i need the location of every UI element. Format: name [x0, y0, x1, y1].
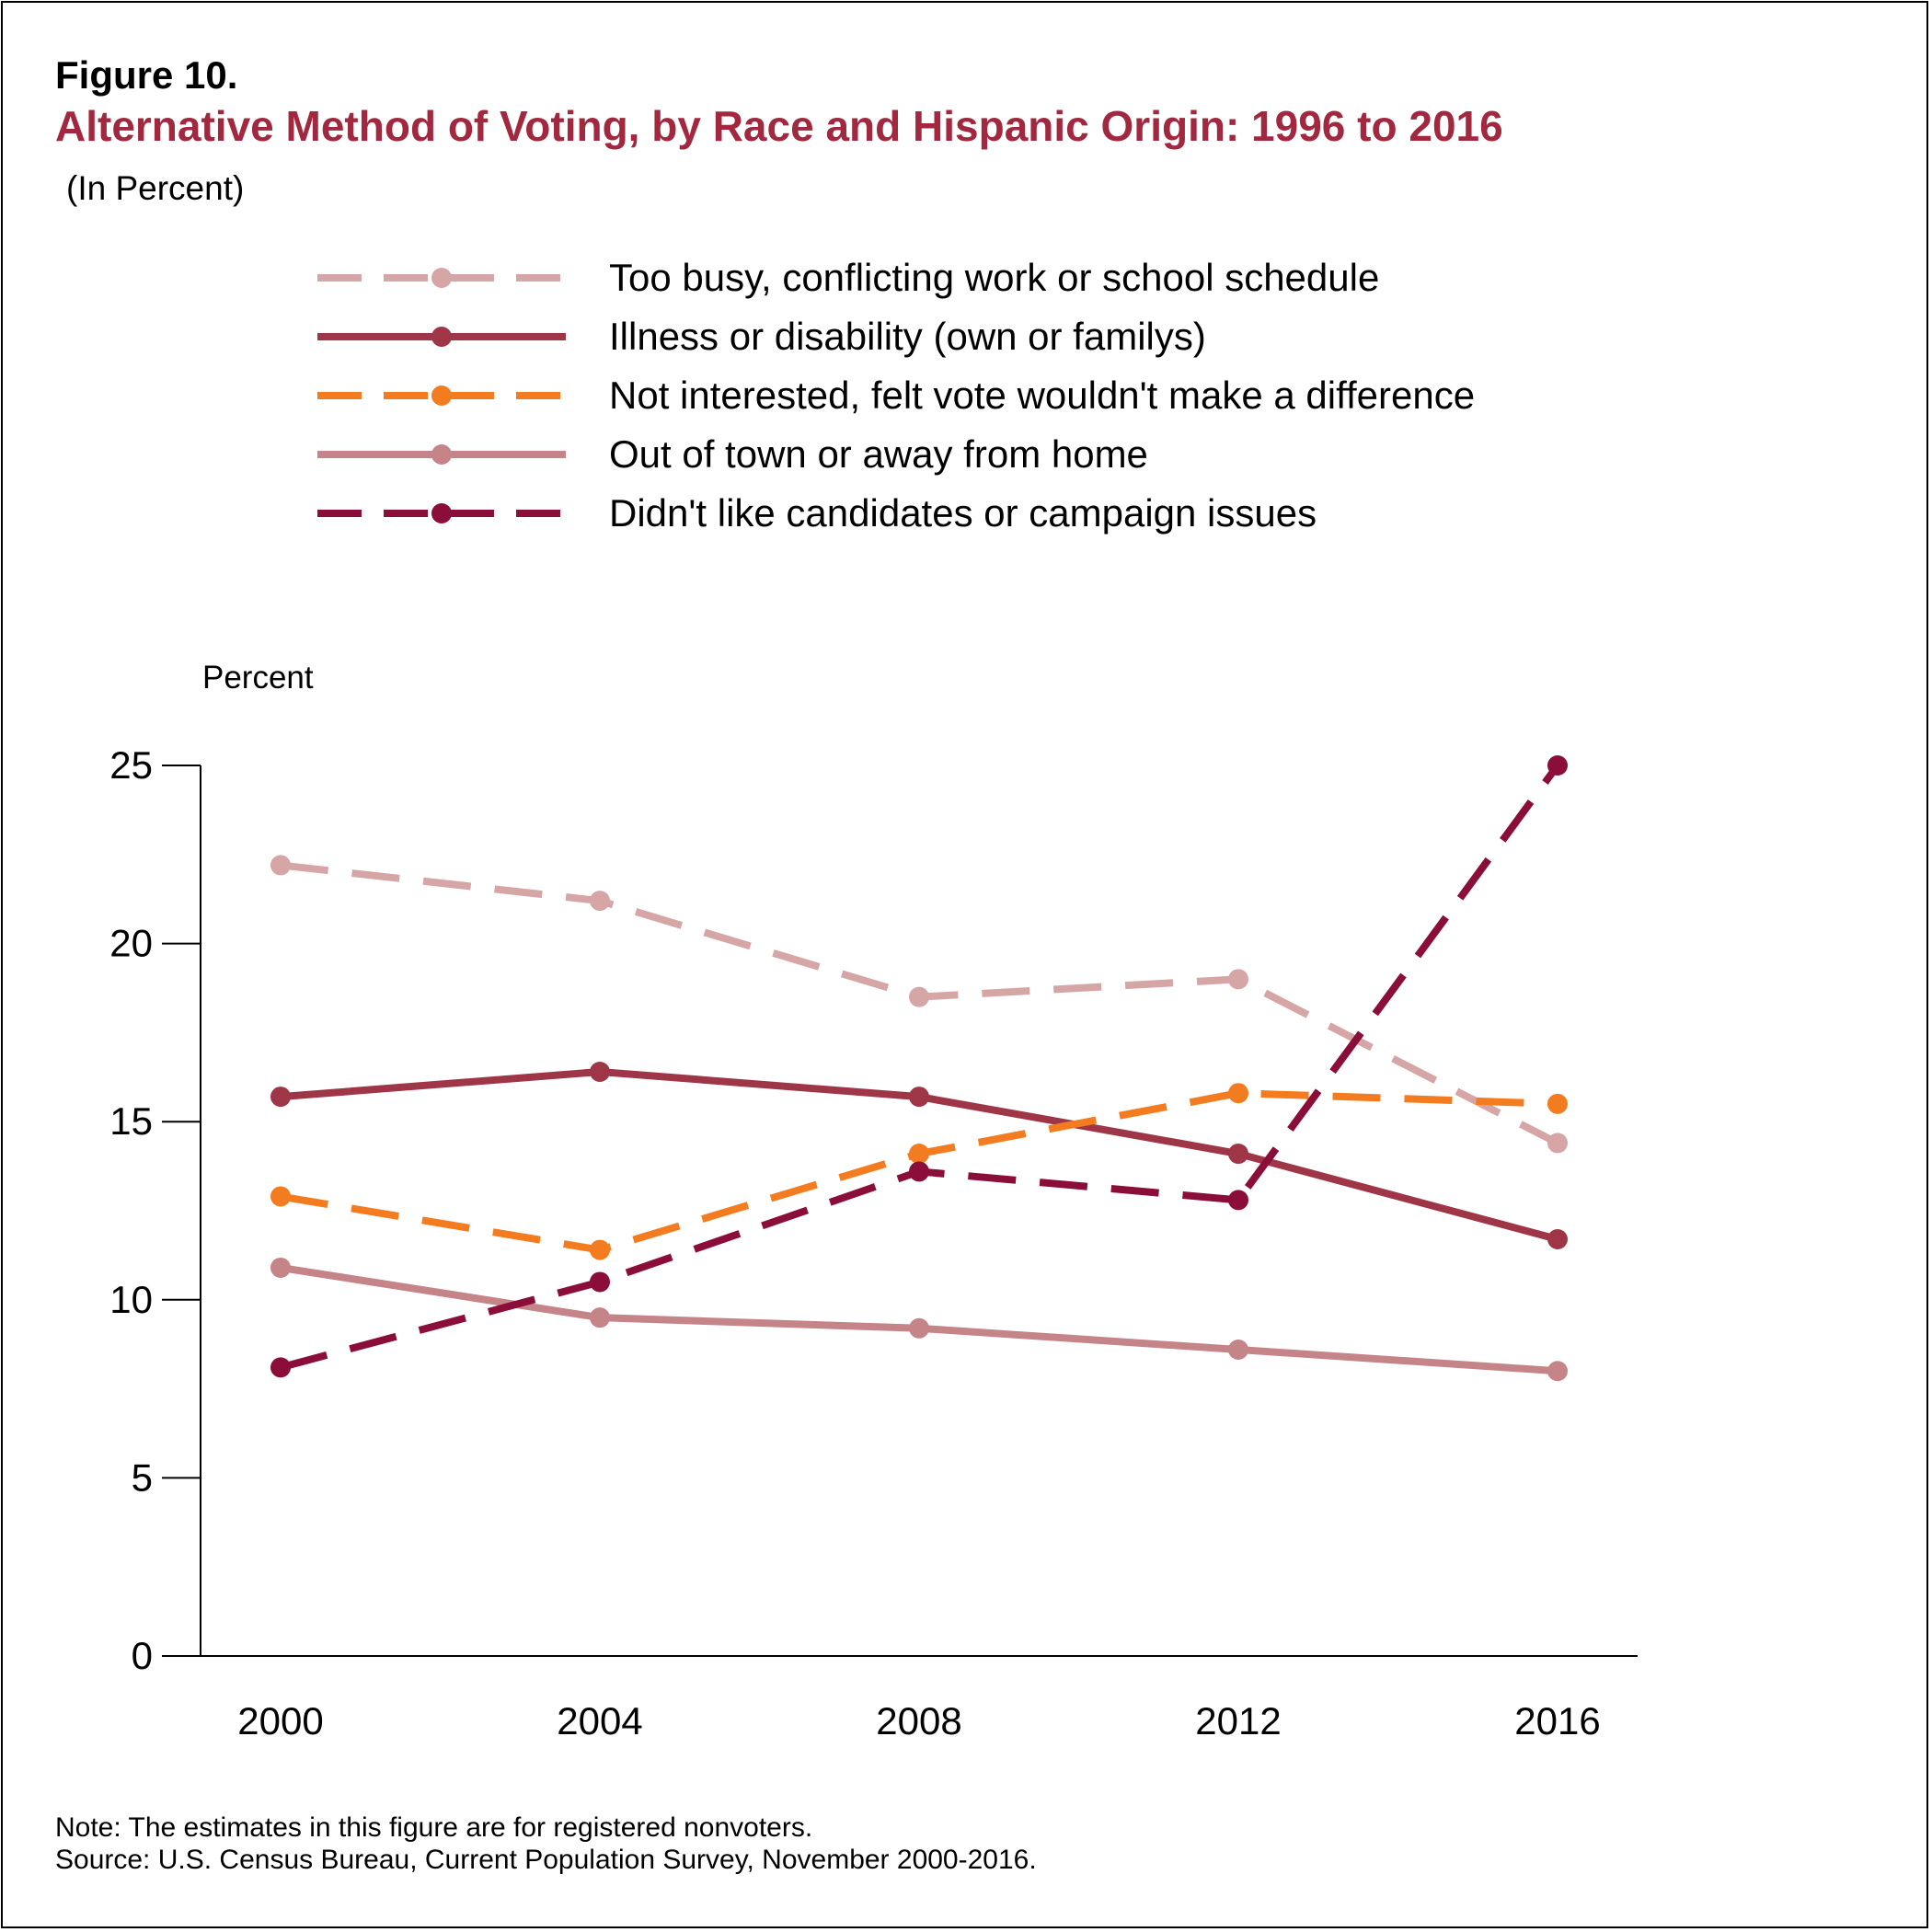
- legend-item-not-interested-felt-vote-wouldn-t-make-a-difference: Not interested, felt vote wouldn't make …: [317, 374, 1475, 417]
- data-point: [1547, 1361, 1568, 1382]
- data-point: [909, 1087, 929, 1108]
- x-tick-label: 2016: [1514, 1699, 1600, 1742]
- y-tick-label: 0: [132, 1634, 153, 1677]
- y-tick-label: 20: [109, 922, 153, 965]
- data-point: [270, 1357, 291, 1378]
- x-tick-label: 2004: [557, 1699, 642, 1742]
- data-point: [590, 891, 610, 912]
- data-point: [270, 1186, 291, 1207]
- data-point: [590, 1307, 610, 1328]
- data-point: [909, 1161, 929, 1182]
- legend-item-out-of-town-or-away-from-home: Out of town or away from home: [317, 432, 1148, 476]
- legend-item-didn-t-like-candidates-or-campaign-issues: Didn't like candidates or campaign issue…: [317, 491, 1317, 535]
- figure-source: Source: U.S. Census Bureau, Current Popu…: [55, 1845, 1037, 1875]
- legend-label: Illness or disability (own or familys): [609, 315, 1206, 358]
- series-out-of-town-or-away-from-home: [270, 1257, 1568, 1382]
- legend-label: Too busy, conflicting work or school sch…: [609, 256, 1379, 299]
- y-tick-label: 10: [109, 1278, 153, 1321]
- chart-title: Alternative Method of Voting, by Race an…: [55, 102, 1503, 150]
- series-illness-or-disability-own-or-familys: [270, 1061, 1568, 1249]
- data-point: [590, 1061, 610, 1082]
- y-axis-label: Percent: [202, 660, 314, 696]
- data-point: [1547, 1093, 1568, 1114]
- data-point: [1228, 969, 1248, 990]
- data-point: [1228, 1340, 1248, 1361]
- legend-item-illness-or-disability-own-or-familys: Illness or disability (own or familys): [317, 315, 1206, 358]
- figure-note: Note: The estimates in this figure are f…: [55, 1812, 813, 1843]
- data-point: [909, 986, 929, 1007]
- legend-swatch-marker: [431, 327, 452, 347]
- y-tick-label: 15: [109, 1099, 153, 1143]
- y-tick-label: 25: [109, 743, 153, 787]
- legend-label: Out of town or away from home: [609, 432, 1148, 476]
- data-point: [270, 1257, 291, 1278]
- legend-swatch-marker: [431, 444, 452, 465]
- chart-subtitle: (In Percent): [66, 169, 245, 207]
- data-point: [1547, 755, 1568, 776]
- data-point: [270, 855, 291, 876]
- series-not-interested-felt-vote-wouldn-t-make-a-difference: [270, 1083, 1568, 1260]
- legend-label: Not interested, felt vote wouldn't make …: [609, 374, 1475, 417]
- legend: Too busy, conflicting work or school sch…: [317, 256, 1475, 535]
- data-point: [590, 1239, 610, 1260]
- series-line: [279, 763, 1561, 1372]
- data-point: [909, 1144, 929, 1165]
- data-point: [1228, 1083, 1248, 1104]
- legend-swatch-marker: [431, 385, 452, 406]
- legend-swatch-marker: [431, 268, 452, 288]
- data-point: [909, 1317, 929, 1339]
- data-point: [1228, 1190, 1248, 1211]
- x-tick-label: 2012: [1195, 1699, 1281, 1742]
- data-point: [270, 1087, 291, 1108]
- data-point: [1547, 1133, 1568, 1154]
- figure-label: Figure 10.: [55, 53, 238, 97]
- data-point: [1547, 1228, 1568, 1249]
- series-didn-t-like-candidates-or-campaign-issues: [270, 755, 1568, 1378]
- legend-label: Didn't like candidates or campaign issue…: [609, 491, 1317, 535]
- series-group: [270, 755, 1568, 1382]
- legend-item-too-busy-conflicting-work-or-school-schedule: Too busy, conflicting work or school sch…: [317, 256, 1379, 299]
- data-point: [1228, 1144, 1248, 1165]
- series-too-busy-conflicting-work-or-school-schedule: [270, 855, 1568, 1154]
- data-point: [590, 1271, 610, 1293]
- legend-swatch-marker: [431, 503, 452, 523]
- axes: 0 5 10 15 20 25 2000 2004 2008 2012 2016: [109, 743, 1638, 1742]
- y-tick-label: 5: [132, 1455, 153, 1499]
- x-tick-label: 2000: [237, 1699, 323, 1742]
- x-tick-label: 2008: [876, 1699, 961, 1742]
